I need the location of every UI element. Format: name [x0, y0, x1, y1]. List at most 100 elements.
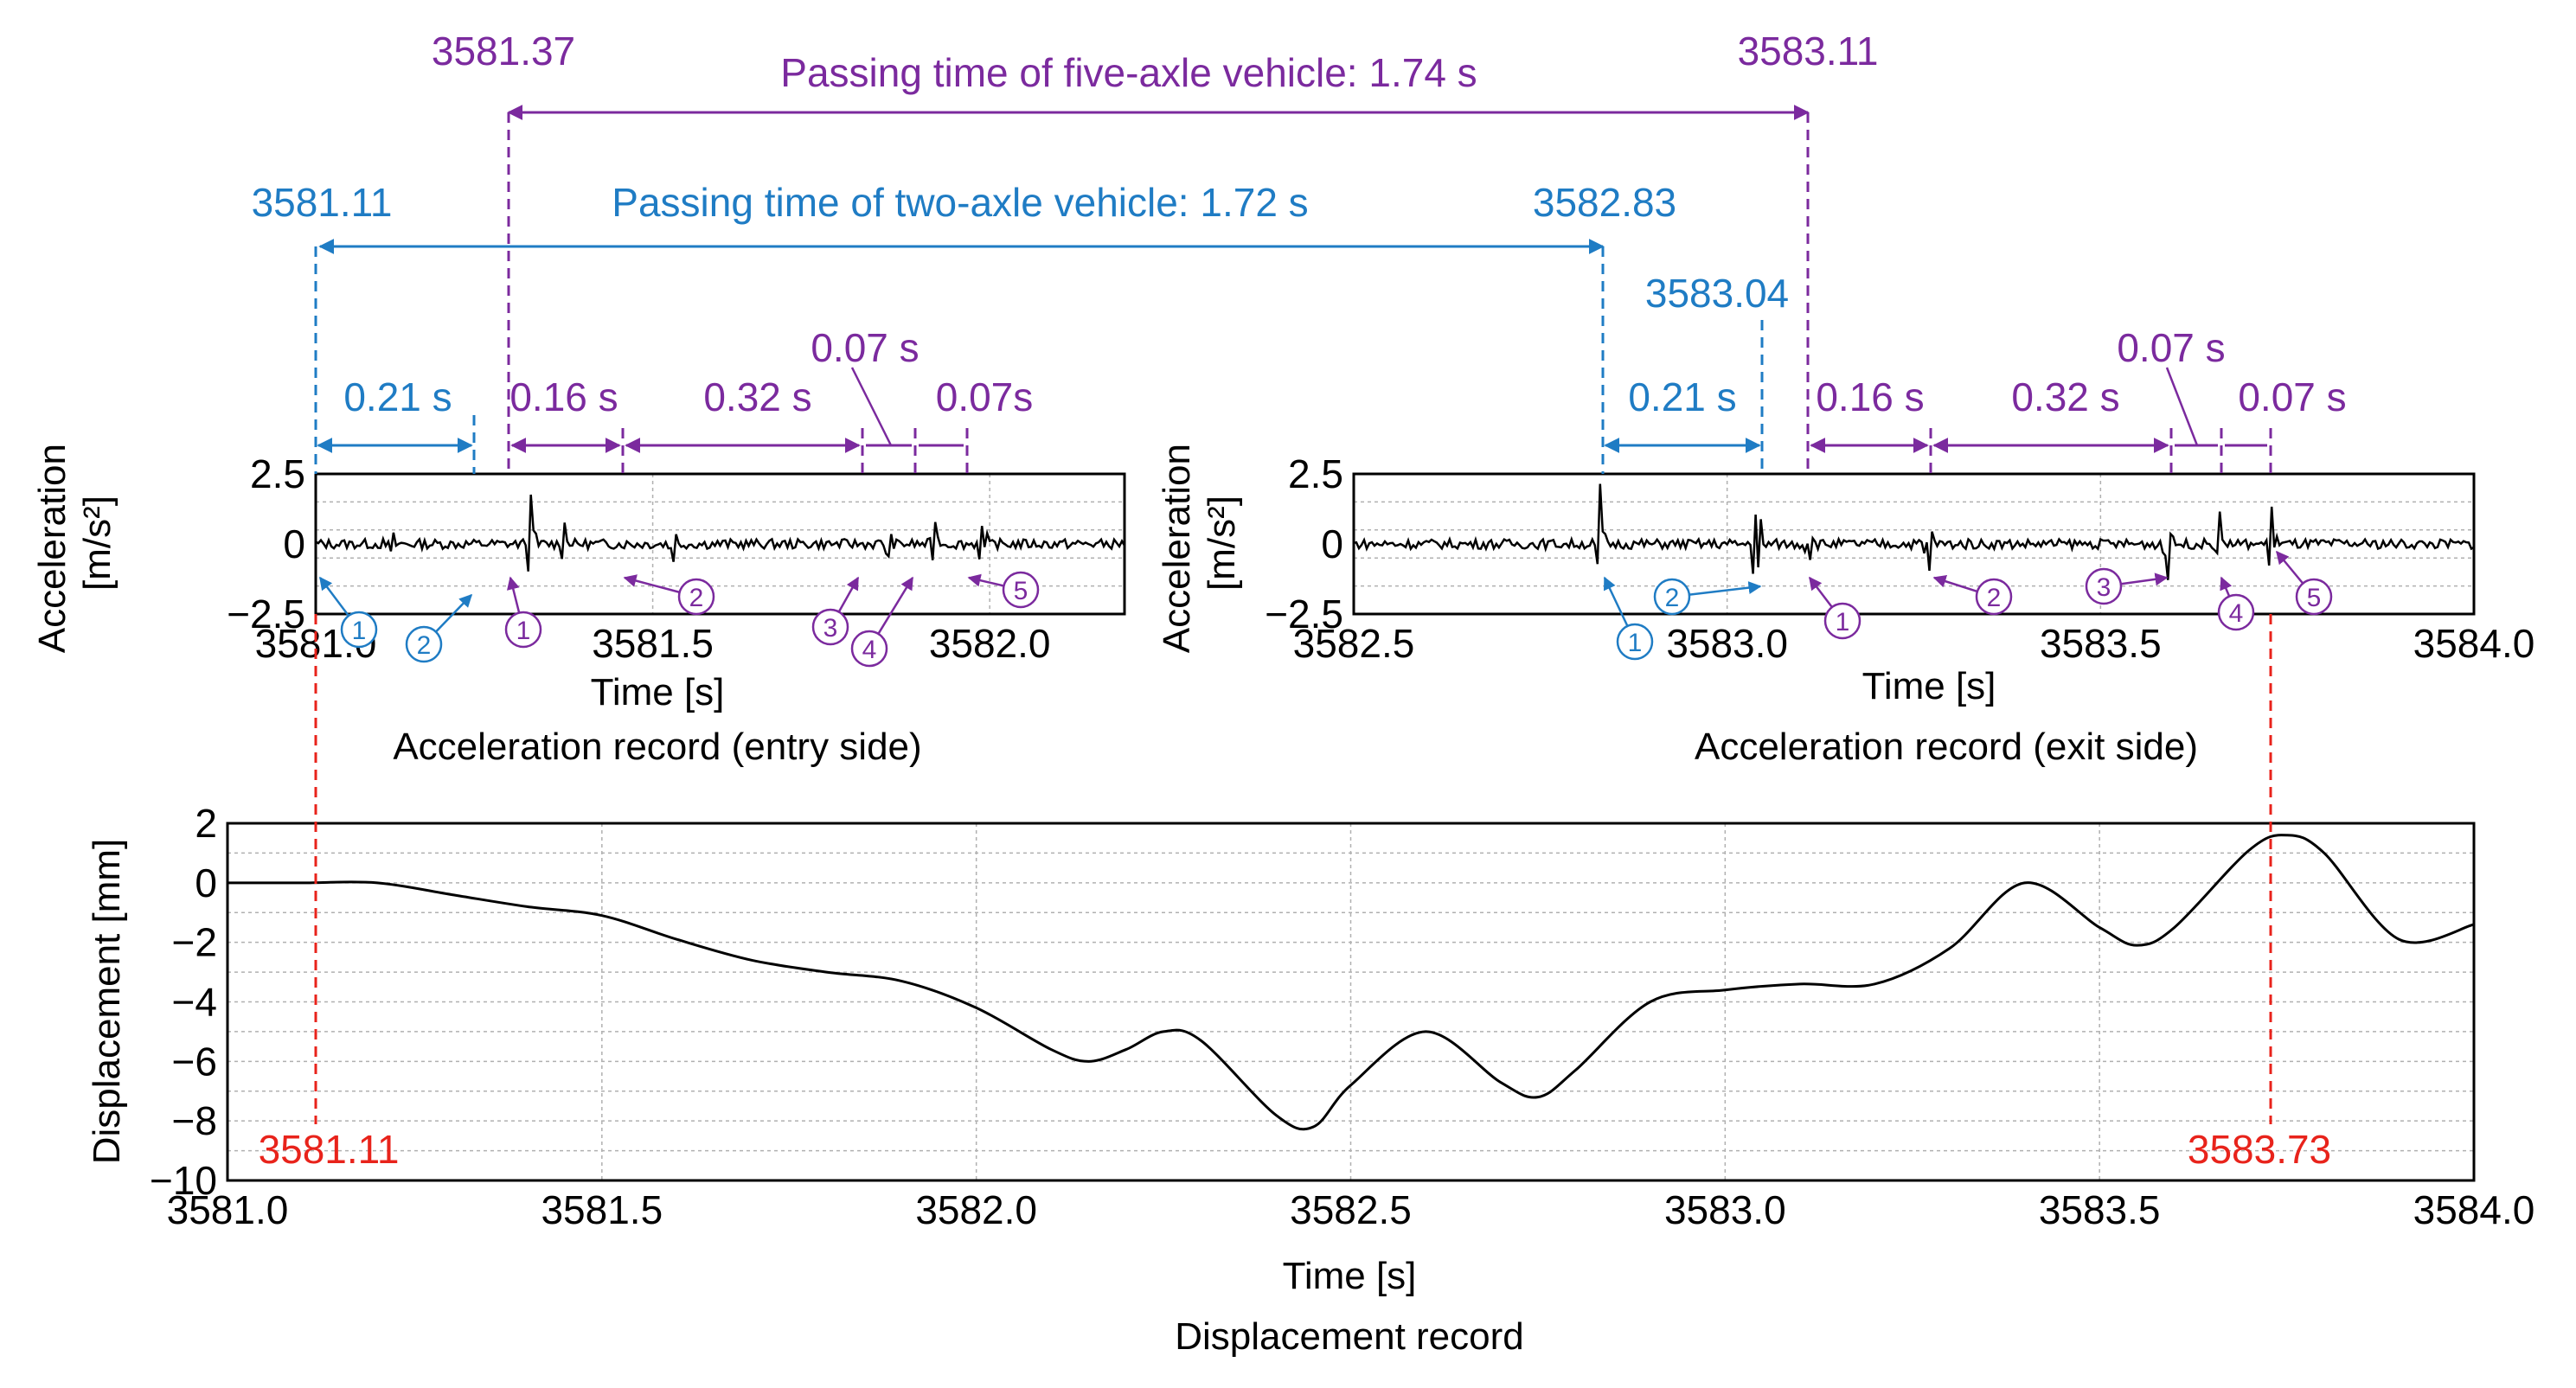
axle-marker: 1 [504, 576, 542, 649]
axle-marker: 2 [405, 593, 473, 663]
x-tick-label: 3584.0 [2413, 621, 2535, 666]
marker-circle [340, 611, 378, 649]
axle-marker: 3 [811, 576, 860, 646]
marker-label: 1 [1836, 608, 1850, 636]
marker-circle [405, 625, 443, 663]
exit-x-label: Time [s] [1862, 665, 1996, 707]
marker-circle [850, 630, 888, 668]
exit-gap-p3-leader [2165, 367, 2199, 446]
two-axle-end-label: 3582.83 [1533, 180, 1676, 225]
axle-marker: 5 [967, 571, 1040, 609]
marker-label: 2 [689, 584, 704, 612]
axle-marker: 1 [1809, 576, 1862, 640]
exit-gap-p1: 0.16 s [1816, 374, 1924, 419]
x-tick-label: 3584.0 [2413, 1187, 2535, 1232]
entry-gap-p3-leader [850, 367, 893, 446]
entry-y-label-line1: Acceleration [31, 444, 74, 653]
marker-circle [504, 611, 542, 649]
disp-y-ticks: 2 0 −2 −4 −6 −8 −10 [150, 801, 217, 1203]
entry-grid [316, 474, 1125, 614]
y-tick-label: −6 [172, 1039, 217, 1084]
marker-circle [1823, 602, 1862, 640]
marker-circle [1653, 578, 1691, 616]
x-tick-label: 3582.5 [1290, 1187, 1412, 1232]
acceleration-line [1353, 483, 2475, 580]
two-axle-start-label: 3581.11 [252, 180, 393, 225]
exit-series [1353, 483, 2475, 580]
y-tick-label: −4 [172, 980, 217, 1025]
exit-y-label-line2: [m/s²] [1201, 496, 1243, 591]
annotations: 3581.37 3583.11 Passing time of five-axl… [252, 29, 2347, 1172]
y-tick-label: 2 [195, 801, 217, 846]
entry-y-label: Acceleration [m/s²] [31, 433, 119, 653]
marker-circle [677, 578, 715, 616]
entry-gap-p3: 0.07 s [811, 325, 919, 370]
marker-circle [2085, 567, 2123, 605]
exit-y-label: Acceleration [m/s²] [1156, 433, 1243, 653]
marker-circle [1002, 571, 1040, 609]
marker-label: 1 [352, 617, 367, 645]
marker-label: 1 [516, 617, 531, 645]
y-tick-label: −2.5 [227, 592, 305, 636]
marker-label: 4 [862, 636, 877, 664]
entry-title: Acceleration record (entry side) [393, 726, 921, 768]
y-tick-label: −10 [150, 1158, 217, 1203]
entry-gap-p1: 0.16 s [509, 374, 618, 419]
marker-label: 3 [823, 614, 838, 643]
marker-label: 2 [1665, 584, 1680, 612]
x-tick-label: 3581.5 [592, 621, 714, 666]
exit-x-ticks: 3582.5 3583.0 3583.5 3584.0 [1293, 621, 2535, 666]
x-tick-label: 3583.5 [2040, 621, 2162, 666]
y-tick-label: 0 [283, 521, 305, 566]
y-tick-label: 0 [195, 860, 217, 905]
x-tick-label: 3581.0 [167, 1187, 289, 1232]
marker-label: 5 [1014, 577, 1028, 605]
entry-series [315, 494, 1126, 572]
exit-title: Acceleration record (exit side) [1695, 726, 2198, 768]
x-tick-label: 3583.0 [1664, 1187, 1786, 1232]
marker-label: 3 [2097, 573, 2111, 602]
disp-x-label: Time [s] [1283, 1255, 1417, 1297]
y-tick-label: −2 [172, 920, 217, 965]
axle-marker: 2 [1932, 574, 2013, 616]
disp-title: Displacement record [1175, 1315, 1524, 1358]
axle-marker: 2 [623, 574, 715, 616]
exit-y-label-line1: Acceleration [1156, 444, 1198, 653]
exit-gap-p4: 0.07 s [2238, 374, 2346, 419]
x-tick-label: 3581.5 [541, 1187, 663, 1232]
entry-acceleration-chart: 3581.0 3581.5 3582.0 2.50−2.5 Time [s] Acc… [31, 433, 1126, 768]
exit-gap-p3: 0.07 s [2117, 325, 2225, 370]
y-tick-label: 0 [1321, 521, 1343, 566]
entry-gap-blue: 0.21 s [343, 374, 452, 419]
marker-label: 2 [1987, 584, 2002, 612]
entry-y-label-line2: [m/s²] [76, 496, 119, 591]
axle-marker: 2 [1653, 578, 1762, 616]
disp-grid [227, 823, 2474, 1180]
entry-gap-p4: 0.07s [936, 374, 1034, 419]
axle-marker: 4 [2217, 576, 2255, 631]
marker-circle [811, 608, 849, 646]
entry-y-ticks: 2.5 0 −2.5 [227, 451, 305, 636]
disp-end-label: 3583.73 [2188, 1127, 2331, 1172]
y-tick-label: −2.5 [1265, 592, 1343, 636]
axle-marker: 1 [319, 576, 378, 649]
disp-series [227, 834, 2475, 1131]
marker-label: 1 [1628, 629, 1643, 657]
marker-label: 2 [417, 631, 432, 660]
marker-circle [1975, 578, 2013, 616]
x-tick-label: 3582.5 [1293, 621, 1415, 666]
marker-label: 5 [2307, 584, 2322, 612]
axle-marker: 1 [1603, 576, 1654, 661]
acceleration-line [315, 494, 1126, 572]
axle-marker: 3 [2085, 567, 2169, 605]
y-tick-label: −8 [172, 1098, 217, 1143]
five-axle-start-label: 3581.37 [432, 29, 575, 74]
x-tick-label: 3583.5 [2039, 1187, 2161, 1232]
x-tick-label: 3582.0 [929, 621, 1051, 666]
axle-marker: 4 [850, 576, 914, 668]
x-tick-label: 3582.0 [915, 1187, 1037, 1232]
displacement-chart: 3581.0 3581.5 3582.0 3582.5 3583.0 3583.5 3584… [86, 801, 2534, 1358]
marker-circle [2217, 593, 2255, 631]
